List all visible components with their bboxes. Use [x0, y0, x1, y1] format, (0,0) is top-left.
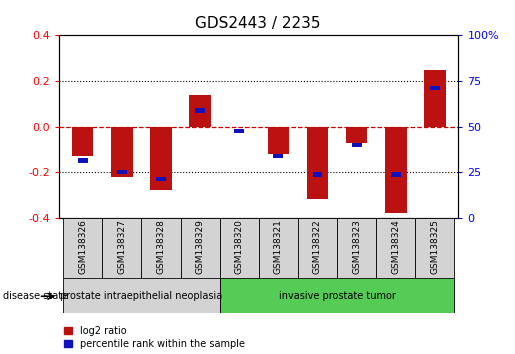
Text: GSM138329: GSM138329 [196, 219, 204, 274]
Text: GSM138324: GSM138324 [391, 219, 400, 274]
Text: GSM138326: GSM138326 [78, 219, 87, 274]
Text: disease state: disease state [3, 291, 67, 301]
Bar [220, 218, 259, 278]
Bar [190, 95, 211, 127]
Bar [63, 218, 102, 278]
Text: GSM138325: GSM138325 [431, 219, 439, 274]
Text: GSM138320: GSM138320 [235, 219, 244, 274]
Text: GSM138327: GSM138327 [117, 219, 126, 274]
Bar [102, 218, 142, 278]
Bar [63, 278, 220, 313]
Bar [298, 218, 337, 278]
Bar [181, 218, 220, 278]
Bar [234, 129, 244, 133]
Text: prostate intraepithelial neoplasia: prostate intraepithelial neoplasia [60, 291, 222, 301]
Bar [376, 218, 415, 278]
Bar [337, 218, 376, 278]
Bar [273, 154, 283, 159]
Text: invasive prostate tumor: invasive prostate tumor [279, 291, 396, 301]
Bar [352, 143, 362, 147]
Bar [268, 127, 289, 154]
Bar [142, 218, 181, 278]
Bar [307, 127, 328, 200]
Bar [78, 159, 88, 163]
Text: GDS2443 / 2235: GDS2443 / 2235 [195, 16, 320, 31]
Text: GSM138328: GSM138328 [157, 219, 165, 274]
Bar [111, 127, 132, 177]
Bar [313, 172, 322, 177]
Bar [415, 218, 454, 278]
Bar [195, 108, 205, 113]
Bar [430, 86, 440, 90]
Bar [424, 70, 445, 127]
Bar [220, 278, 454, 313]
Legend: log2 ratio, percentile rank within the sample: log2 ratio, percentile rank within the s… [64, 326, 245, 349]
Text: GSM138322: GSM138322 [313, 219, 322, 274]
Text: GSM138321: GSM138321 [274, 219, 283, 274]
Bar [156, 177, 166, 181]
Bar [117, 170, 127, 175]
Bar [391, 172, 401, 177]
Bar [385, 127, 406, 213]
Bar [72, 127, 93, 156]
Bar [150, 127, 171, 190]
Bar [259, 218, 298, 278]
Bar [346, 127, 367, 143]
Text: GSM138323: GSM138323 [352, 219, 361, 274]
